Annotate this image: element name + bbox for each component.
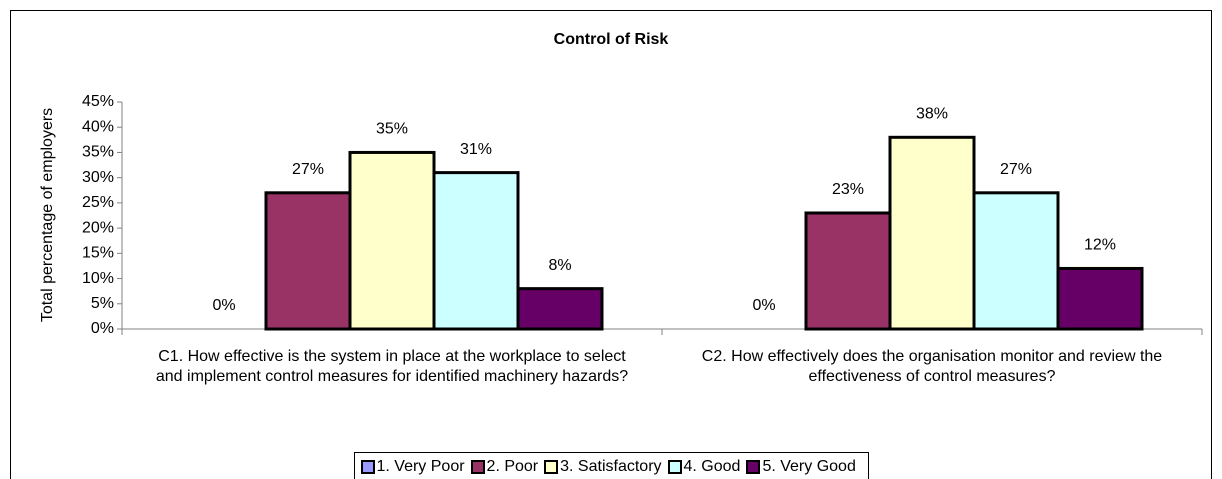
legend-item: 1. Very Poor [360, 457, 465, 476]
value-label: 35% [376, 121, 408, 138]
legend-label: 3. Satisfactory [560, 457, 662, 475]
legend-item: 5. Very Good [746, 457, 856, 476]
frame [10, 10, 1212, 479]
chart-title: Control of Risk [554, 31, 669, 48]
legend-swatch [746, 459, 761, 474]
legend-swatch [667, 459, 682, 474]
bar [516, 287, 604, 331]
y-tick-label: 20% [82, 219, 114, 236]
value-label: 31% [460, 141, 492, 158]
legend-swatch [544, 459, 559, 474]
bar [264, 191, 352, 331]
legend: 1. Very Poor 2. Poor 3. Satisfactory 4. Goo… [353, 452, 869, 479]
legend-label: 2. Poor [486, 457, 539, 475]
value-label: 38% [916, 106, 948, 123]
legend-label: 4. Good [683, 457, 741, 475]
legend-item: 2. Poor [470, 457, 539, 476]
value-label: 23% [832, 181, 864, 198]
bar [1056, 266, 1144, 331]
y-tick-label: 0% [91, 320, 114, 337]
value-label: 12% [1084, 237, 1116, 254]
value-label: 27% [292, 161, 324, 178]
y-tick-label: 10% [82, 270, 114, 287]
bar [432, 171, 520, 331]
y-axis-label: Total percentage of employers [39, 108, 56, 322]
legend-label: 1. Very Poor [376, 457, 465, 475]
legend-label: 5. Very Good [762, 457, 856, 475]
y-tick-label: 25% [82, 194, 114, 211]
value-label: 0% [212, 297, 235, 314]
bar [972, 191, 1060, 331]
x-tick-label: C1. How effective is the system in place… [155, 348, 629, 385]
y-tick-label: 5% [91, 295, 114, 312]
y-tick-label: 45% [82, 93, 114, 110]
legend-item: 4. Good [667, 457, 741, 476]
legend-swatch [360, 459, 375, 474]
bar [804, 211, 892, 331]
y-tick-label: 40% [82, 118, 114, 135]
value-label: 27% [1000, 161, 1032, 178]
value-label: 0% [752, 297, 775, 314]
y-tick-label: 35% [82, 144, 114, 161]
x-tick-label: C2. How effectively does the organisatio… [701, 348, 1163, 385]
y-tick-label: 30% [82, 169, 114, 186]
value-label: 8% [548, 257, 571, 274]
legend-item: 3. Satisfactory [544, 457, 662, 476]
bar [888, 135, 976, 331]
bar [348, 150, 436, 331]
legend-swatch [470, 459, 485, 474]
y-tick-label: 15% [82, 245, 114, 262]
